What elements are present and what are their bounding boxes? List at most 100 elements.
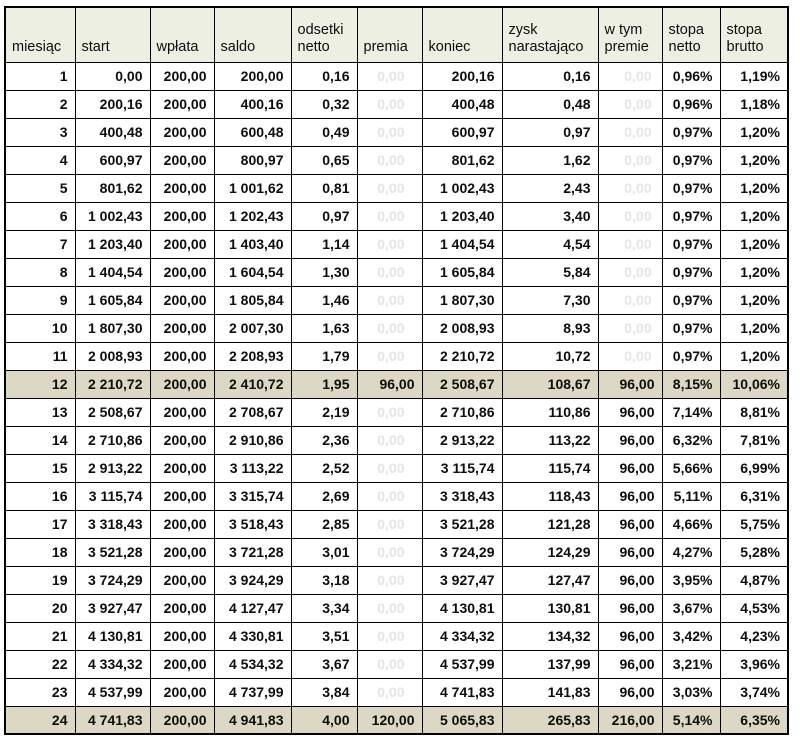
cell-rate_net: 0,97% xyxy=(661,341,721,371)
cell-bonus: 0,00 xyxy=(356,61,423,91)
cell-bonuses_total: 96,00 xyxy=(597,621,663,651)
cell-balance: 2 208,93 xyxy=(213,341,292,371)
table-row: 20 3 927,47 200,00 4 127,47 3,34 0,00 4 130,81… xyxy=(4,593,789,623)
cell-profit_cum: 2,43 xyxy=(501,173,599,203)
cell-bonus: 0,00 xyxy=(356,89,423,119)
cell-deposit: 200,00 xyxy=(149,257,215,287)
cell-balance: 4 737,99 xyxy=(213,677,292,707)
cell-profit_cum: 4,54 xyxy=(501,229,599,259)
cell-balance: 1 604,54 xyxy=(213,257,292,287)
cell-rate_net: 3,42% xyxy=(661,621,721,651)
cell-start: 2 913,22 xyxy=(74,453,151,483)
cell-interest_net: 0,97 xyxy=(290,201,358,231)
cell-month: 11 xyxy=(4,341,76,371)
cell-end: 3 115,74 xyxy=(421,453,503,483)
col-header-end: koniec xyxy=(421,6,503,63)
cell-bonuses_total: 216,00 xyxy=(597,705,663,735)
cell-rate_gross: 1,20% xyxy=(719,145,789,175)
cell-profit_cum: 8,93 xyxy=(501,313,599,343)
cell-profit_cum: 0,16 xyxy=(501,61,599,91)
cell-bonus: 0,00 xyxy=(356,677,423,707)
cell-start: 1 002,43 xyxy=(74,201,151,231)
cell-interest_net: 3,18 xyxy=(290,565,358,595)
cell-bonuses_total: 96,00 xyxy=(597,509,663,539)
cell-end: 4 537,99 xyxy=(421,649,503,679)
cell-balance: 200,00 xyxy=(213,61,292,91)
cell-deposit: 200,00 xyxy=(149,565,215,595)
cell-profit_cum: 265,83 xyxy=(501,705,599,735)
cell-rate_gross: 1,20% xyxy=(719,257,789,287)
cell-start: 2 508,67 xyxy=(74,397,151,427)
cell-deposit: 200,00 xyxy=(149,425,215,455)
cell-rate_net: 0,97% xyxy=(661,201,721,231)
col-header-bonuses-total: w tym premie xyxy=(597,6,663,63)
cell-month: 8 xyxy=(4,257,76,287)
col-header-deposit: wpłata xyxy=(149,6,215,63)
cell-rate_gross: 6,35% xyxy=(719,705,789,735)
table-row: 23 4 537,99 200,00 4 737,99 3,84 0,00 4 741,83… xyxy=(4,677,789,707)
cell-balance: 4 127,47 xyxy=(213,593,292,623)
cell-rate_net: 0,97% xyxy=(661,285,721,315)
cell-end: 3 724,29 xyxy=(421,537,503,567)
col-header-profit-cum: zysk narastająco xyxy=(501,6,599,63)
cell-end: 3 927,47 xyxy=(421,565,503,595)
cell-rate_net: 3,95% xyxy=(661,565,721,595)
cell-profit_cum: 118,43 xyxy=(501,481,599,511)
cell-end: 3 318,43 xyxy=(421,481,503,511)
table-row: 22 4 334,32 200,00 4 534,32 3,67 0,00 4 537,99… xyxy=(4,649,789,679)
cell-profit_cum: 3,40 xyxy=(501,201,599,231)
table-row: 3 400,48 200,00 600,48 0,49 0,00 600,97 0,97 0,0… xyxy=(4,117,789,147)
cell-profit_cum: 137,99 xyxy=(501,649,599,679)
cell-rate_gross: 1,20% xyxy=(719,313,789,343)
cell-balance: 1 403,40 xyxy=(213,229,292,259)
cell-start: 3 927,47 xyxy=(74,593,151,623)
cell-bonuses_total: 0,00 xyxy=(597,341,663,371)
cell-month: 2 xyxy=(4,89,76,119)
cell-balance: 800,97 xyxy=(213,145,292,175)
cell-bonus: 0,00 xyxy=(356,649,423,679)
cell-bonus: 0,00 xyxy=(356,313,423,343)
cell-deposit: 200,00 xyxy=(149,369,215,399)
cell-bonuses_total: 96,00 xyxy=(597,537,663,567)
cell-rate_net: 0,97% xyxy=(661,229,721,259)
cell-end: 1 002,43 xyxy=(421,173,503,203)
cell-rate_net: 5,66% xyxy=(661,453,721,483)
table-row: 11 2 008,93 200,00 2 208,93 1,79 0,00 2 210,72… xyxy=(4,341,789,371)
table-row: 14 2 710,86 200,00 2 910,86 2,36 0,00 2 913,22… xyxy=(4,425,789,455)
cell-rate_net: 5,14% xyxy=(661,705,721,735)
cell-profit_cum: 5,84 xyxy=(501,257,599,287)
cell-start: 2 210,72 xyxy=(74,369,151,399)
col-header-interest-net: odsetki netto xyxy=(290,6,358,63)
cell-profit_cum: 127,47 xyxy=(501,565,599,595)
cell-deposit: 200,00 xyxy=(149,621,215,651)
cell-end: 1 404,54 xyxy=(421,229,503,259)
cell-bonuses_total: 0,00 xyxy=(597,285,663,315)
cell-interest_net: 3,51 xyxy=(290,621,358,651)
cell-deposit: 200,00 xyxy=(149,145,215,175)
cell-bonus: 96,00 xyxy=(356,369,423,399)
cell-bonuses_total: 96,00 xyxy=(597,481,663,511)
table-row: 2 200,16 200,00 400,16 0,32 0,00 400,48 0,48 0,0… xyxy=(4,89,789,119)
table-row: 5 801,62 200,00 1 001,62 0,81 0,00 1 002,43 2,4… xyxy=(4,173,789,203)
cell-month: 23 xyxy=(4,677,76,707)
cell-rate_gross: 1,20% xyxy=(719,173,789,203)
cell-rate_gross: 3,74% xyxy=(719,677,789,707)
cell-profit_cum: 10,72 xyxy=(501,341,599,371)
cell-balance: 400,16 xyxy=(213,89,292,119)
cell-rate_gross: 5,75% xyxy=(719,509,789,539)
cell-start: 1 605,84 xyxy=(74,285,151,315)
cell-deposit: 200,00 xyxy=(149,481,215,511)
cell-rate_gross: 1,19% xyxy=(719,61,789,91)
cell-month: 10 xyxy=(4,313,76,343)
cell-rate_gross: 4,87% xyxy=(719,565,789,595)
cell-month: 7 xyxy=(4,229,76,259)
col-header-rate-net: stopa netto xyxy=(661,6,721,63)
cell-interest_net: 3,67 xyxy=(290,649,358,679)
cell-deposit: 200,00 xyxy=(149,201,215,231)
cell-month: 14 xyxy=(4,425,76,455)
cell-bonuses_total: 0,00 xyxy=(597,173,663,203)
cell-end: 5 065,83 xyxy=(421,705,503,735)
